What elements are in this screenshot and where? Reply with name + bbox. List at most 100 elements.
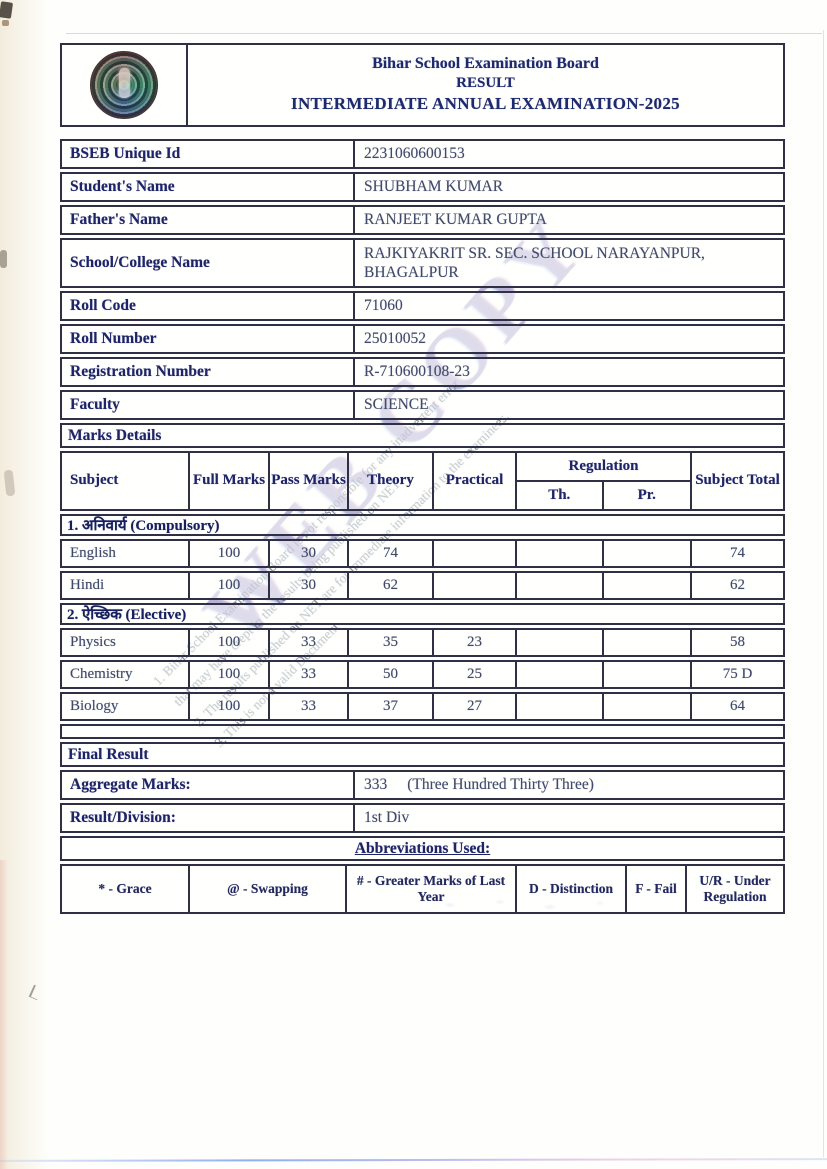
- cell-reg-th: [517, 541, 604, 566]
- detail-row-roll-code: Roll Code 71060: [60, 291, 785, 321]
- cell-full-marks: 100: [190, 694, 270, 719]
- detail-label: Student's Name: [70, 178, 175, 195]
- cell-regulation: [517, 541, 692, 566]
- section-elective: 2. ऐच्छिक (Elective): [60, 603, 785, 625]
- detail-label: Registration Number: [70, 363, 211, 380]
- exam-title: INTERMEDIATE ANNUAL EXAMINATION-2025: [291, 94, 680, 113]
- empty-band: [60, 724, 785, 739]
- scan-bottom-blue-line: [0, 1158, 827, 1162]
- detail-label: Roll Code: [70, 297, 136, 314]
- cell-subject: Hindi: [62, 573, 190, 598]
- col-header-regulation: Regulation Th. Pr.: [517, 453, 692, 509]
- detail-value: 71060: [353, 293, 783, 319]
- cell-subject-total: 75 D: [722, 665, 753, 682]
- cell-pass-marks: 33: [270, 662, 349, 687]
- abbreviations-row: * - Grace @ - Swapping # - Greater Marks…: [60, 864, 785, 914]
- cell-theory: 35: [349, 630, 434, 655]
- aggregate-label: Aggregate Marks:: [70, 776, 191, 793]
- cell-subject: Chemistry: [62, 662, 190, 687]
- col-header-subject-total: Subject Total: [695, 472, 780, 489]
- cell-practical: [434, 573, 517, 598]
- cell-full-marks: 100: [190, 541, 270, 566]
- aggregate-number: 333: [364, 776, 388, 794]
- cell-theory: 37: [349, 694, 434, 719]
- cell-pass-marks: 33: [270, 630, 349, 655]
- detail-value: SCIENCE: [353, 392, 783, 418]
- cell-reg-pr: [604, 694, 691, 719]
- scan-left-pink-tint: [0, 860, 8, 1169]
- cell-reg-pr: [604, 630, 691, 655]
- student-details: BSEB Unique Id 2231060600153 Student's N…: [60, 139, 785, 420]
- detail-label: School/College Name: [70, 254, 210, 271]
- cell-reg-pr: [604, 573, 691, 598]
- regulation-subcols: Th. Pr.: [517, 482, 690, 509]
- cell-pass-marks: 33: [270, 694, 349, 719]
- cell-full-marks: 100: [190, 630, 270, 655]
- cell-theory: 74: [349, 541, 434, 566]
- abbreviations-title: Abbreviations Used:: [354, 839, 491, 857]
- result-sheet: Bihar School Examination Board RESULT IN…: [60, 43, 785, 914]
- cell-regulation: [517, 662, 692, 687]
- scan-corner-mark-small: [2, 20, 9, 26]
- col-header-pass-marks: Pass Marks: [270, 453, 349, 509]
- detail-label: BSEB Unique Id: [70, 145, 181, 162]
- section-compulsory: 1. अनिवार्य (Compulsory): [60, 514, 785, 536]
- cell-pass-marks: 30: [270, 541, 349, 566]
- scan-left-edge-tint: [0, 0, 52, 1169]
- cell-regulation: [517, 630, 692, 655]
- col-header-theory: Theory: [349, 453, 434, 509]
- cell-subject: Physics: [62, 630, 190, 655]
- cell-pass-marks: 30: [270, 573, 349, 598]
- cell-subject-total: 64: [730, 697, 745, 714]
- cell-regulation: [517, 694, 692, 719]
- cell-reg-pr: [604, 541, 691, 566]
- detail-row-faculty: Faculty SCIENCE: [60, 390, 785, 420]
- aggregate-words: (Three Hundred Thirty Three): [407, 776, 594, 794]
- scan-right-edge-line: [823, 30, 824, 1157]
- marks-row-biology: Biology 100 33 37 27 64: [60, 692, 785, 721]
- abbr-swapping: @ - Swapping: [190, 866, 347, 912]
- cell-practical: 23: [434, 630, 517, 655]
- detail-value: SHUBHAM KUMAR: [353, 174, 783, 200]
- regulation-label: Regulation: [517, 453, 690, 482]
- cell-reg-th: [517, 630, 604, 655]
- marks-row-english: English 100 30 74 74: [60, 539, 785, 568]
- division-label: Result/Division:: [70, 809, 176, 826]
- detail-value: RAJKIYAKRIT SR. SEC. SCHOOL NARAYANPUR, …: [353, 240, 783, 286]
- cell-regulation: [517, 573, 692, 598]
- cell-subject-total: 74: [730, 544, 745, 561]
- cell-theory: 50: [349, 662, 434, 687]
- result-division-row: Result/Division: 1st Div: [60, 803, 785, 833]
- detail-label: Faculty: [70, 396, 120, 413]
- marks-row-chemistry: Chemistry 100 33 50 25 75 D: [60, 660, 785, 689]
- aggregate-marks-row: Aggregate Marks: 333 (Three Hundred Thir…: [60, 770, 785, 800]
- detail-row-father-name: Father's Name RANJEET KUMAR GUPTA: [60, 205, 785, 235]
- final-result-band: Final Result: [60, 742, 785, 767]
- detail-value: RANJEET KUMAR GUPTA: [353, 207, 783, 233]
- detail-value: 25010052: [353, 326, 783, 352]
- cell-full-marks: 100: [190, 573, 270, 598]
- col-header-reg-th: Th.: [517, 482, 604, 509]
- scan-corner-mark: [0, 1, 14, 19]
- detail-row-student-name: Student's Name SHUBHAM KUMAR: [60, 172, 785, 202]
- cell-subject: English: [62, 541, 190, 566]
- detail-value: R-710600108-23: [353, 359, 783, 385]
- marks-row-physics: Physics 100 33 35 23 58: [60, 628, 785, 657]
- logo-cell: [62, 45, 188, 125]
- result-label: RESULT: [456, 75, 515, 91]
- cell-subject: Biology: [62, 694, 190, 719]
- detail-row-roll-number: Roll Number 25010052: [60, 324, 785, 354]
- cell-reg-th: [517, 662, 604, 687]
- marks-details-band: Marks Details: [60, 423, 785, 448]
- cell-theory: 62: [349, 573, 434, 598]
- cell-practical: [434, 541, 517, 566]
- cell-reg-pr: [604, 662, 691, 687]
- cell-subject-total: 62: [730, 576, 745, 593]
- marks-table-header: Subject Full Marks Pass Marks Theory Pra…: [60, 451, 785, 511]
- cell-practical: 27: [434, 694, 517, 719]
- document-header: Bihar School Examination Board RESULT IN…: [60, 43, 785, 127]
- cell-full-marks: 100: [190, 662, 270, 687]
- col-header-reg-pr: Pr.: [637, 486, 656, 503]
- detail-label: Father's Name: [70, 211, 168, 228]
